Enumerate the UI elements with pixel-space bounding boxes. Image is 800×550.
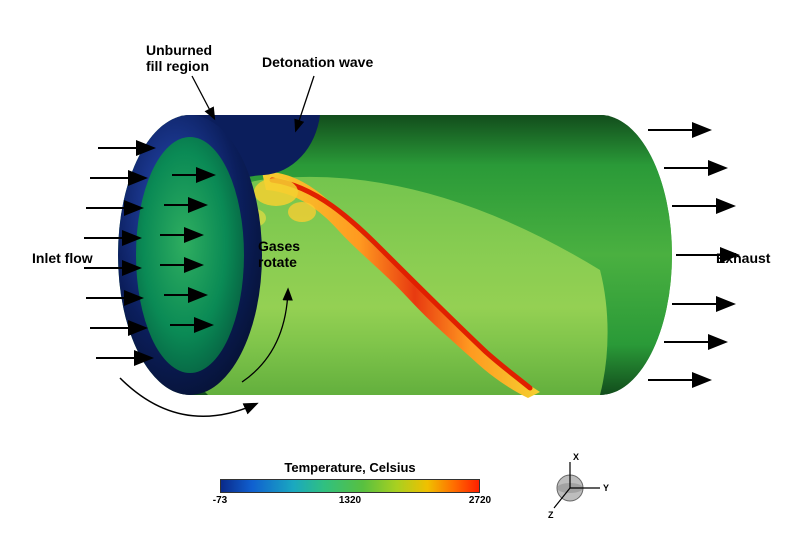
tick-min: -73: [213, 495, 227, 506]
label-inlet: Inlet flow: [32, 250, 93, 266]
colorbar-gradient: [220, 479, 480, 493]
colorbar-title: Temperature, Celsius: [220, 460, 480, 475]
colorbar-ticks: -73 1320 2720: [220, 493, 480, 507]
tick-max: 2720: [469, 495, 491, 506]
label-unburned: Unburned fill region: [146, 42, 212, 74]
label-detonation: Detonation wave: [262, 54, 373, 70]
axis-gizmo: X Y Z: [548, 452, 609, 520]
axis-y: Y: [603, 483, 609, 493]
colorbar: Temperature, Celsius -73 1320 2720: [220, 460, 480, 507]
tick-mid: 1320: [339, 495, 361, 506]
axis-x: X: [573, 452, 579, 462]
label-exhaust: Exhaust: [716, 250, 770, 266]
axis-z: Z: [548, 510, 554, 520]
label-gases: Gases rotate: [258, 238, 300, 270]
